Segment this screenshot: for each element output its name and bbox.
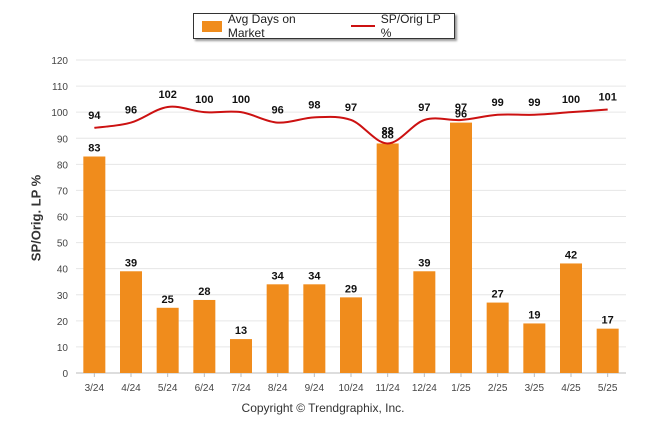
x-tick-label: 10/24	[338, 383, 363, 394]
x-tick-label: 8/24	[268, 383, 288, 394]
y-tick-label: 30	[57, 291, 69, 302]
bar-value-label: 29	[345, 283, 357, 295]
bar	[413, 271, 436, 373]
copyright: Copyright © Trendgraphix, Inc.	[241, 401, 405, 415]
bar	[376, 143, 399, 373]
bar-value-label: 34	[308, 270, 321, 282]
x-tick-label: 2/25	[488, 383, 508, 394]
bar-value-label: 34	[272, 270, 285, 282]
line-value-label: 97	[418, 102, 430, 114]
bar	[450, 122, 472, 373]
x-tick-label: 9/24	[305, 383, 325, 394]
bar	[156, 307, 179, 373]
bar	[523, 323, 546, 373]
line-value-label: 88	[382, 125, 394, 137]
y-tick-label: 120	[51, 56, 68, 67]
bar-value-label: 27	[492, 289, 504, 301]
line-value-label: 96	[272, 105, 284, 117]
x-tick-label: 5/24	[158, 383, 178, 394]
line-value-label: 101	[598, 92, 616, 104]
bar-value-label: 83	[88, 143, 100, 155]
x-tick-label: 3/25	[525, 383, 545, 394]
bar	[340, 297, 362, 373]
bar	[266, 284, 289, 373]
bar-value-label: 39	[125, 257, 137, 269]
line-value-label: 94	[88, 110, 101, 122]
x-tick-label: 3/24	[85, 383, 105, 394]
line-value-label: 96	[125, 105, 137, 117]
y-tick-label: 90	[57, 134, 69, 145]
x-tick-label: 11/24	[376, 383, 401, 394]
bar-value-label: 88	[382, 129, 394, 141]
y-tick-label: 10	[57, 343, 69, 354]
y-tick-label: 60	[57, 213, 69, 224]
bar-value-label: 19	[528, 309, 540, 321]
y-tick-label: 20	[57, 317, 69, 328]
legend-bar-label: Avg Days on Market	[227, 12, 296, 40]
line-value-label: 99	[528, 97, 540, 109]
x-tick-label: 4/25	[561, 383, 581, 394]
x-tick-label: 7/24	[231, 383, 251, 394]
line-value-label: 100	[232, 94, 250, 106]
y-tick-label: 40	[57, 265, 69, 276]
bar	[303, 284, 326, 373]
line-value-label: 97	[455, 102, 467, 114]
bar	[230, 339, 252, 373]
y-tick-label: 80	[57, 160, 69, 171]
y-tick-label: 70	[57, 186, 69, 197]
x-tick-label: 5/25	[598, 383, 618, 394]
bar	[193, 299, 216, 373]
bar-value-label: 25	[162, 294, 174, 306]
bar-value-label: 13	[235, 325, 247, 337]
x-tick-label: 6/24	[195, 383, 215, 394]
bar-value-label: 17	[602, 315, 614, 327]
legend-bar-swatch	[202, 20, 222, 32]
bar-value-label: 28	[198, 286, 210, 298]
line-value-label: 100	[195, 94, 213, 106]
bar-value-label: 96	[455, 109, 467, 121]
legend-line-swatch	[350, 25, 375, 27]
y-tick-label: 110	[52, 82, 68, 93]
legend: Avg Days on Market SP/Orig LP %	[193, 12, 455, 40]
bar	[486, 302, 509, 373]
bar	[596, 328, 619, 373]
x-tick-label: 4/24	[121, 383, 141, 394]
line-value-label: 100	[562, 94, 580, 106]
line-series	[94, 105, 608, 145]
x-tick-label: 1/25	[451, 383, 471, 394]
line-value-label: 97	[345, 102, 357, 114]
bar-value-label: 39	[418, 257, 430, 269]
y-tick-label: 0	[62, 369, 68, 380]
bar	[560, 263, 582, 373]
bar-value-label: 42	[565, 249, 577, 261]
bar	[83, 156, 106, 373]
bar	[120, 271, 142, 373]
x-tick-label: 12/24	[412, 383, 437, 394]
y-tick-label: 100	[51, 108, 68, 119]
line-value-label: 98	[308, 99, 320, 111]
legend-line-label: SP/Orig LP %	[380, 12, 441, 40]
y-tick-label: 50	[57, 239, 69, 250]
line-value-label: 102	[158, 89, 176, 101]
line-value-label: 99	[492, 97, 504, 109]
